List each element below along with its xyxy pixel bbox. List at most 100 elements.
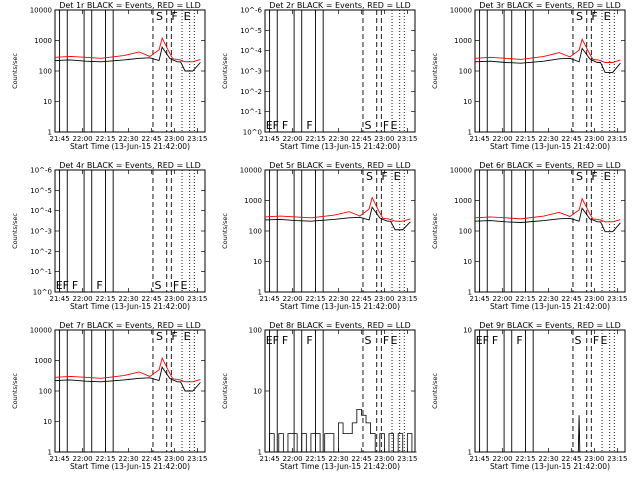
x-tick-label: 21:45 <box>469 135 489 143</box>
y-tick-label: 10^-5 <box>240 27 262 35</box>
marker-label: S <box>576 170 583 183</box>
y-tick-label: 100 <box>459 228 472 236</box>
x-tick-label: 23:00 <box>164 455 184 463</box>
y-tick-label: 10^-4 <box>30 207 52 215</box>
y-tick-label: 10000 <box>30 7 52 15</box>
marker-label: F <box>591 170 597 183</box>
y-tick-label: 10^-6 <box>30 167 52 175</box>
x-tick-label: 22:45 <box>141 455 161 463</box>
x-tick-label: 22:15 <box>515 295 535 303</box>
panel-frame <box>474 169 626 293</box>
panel-8: Det 8r BLACK = Events, RED = LLD Counts/s… <box>221 321 417 471</box>
x-tick-label: 22:15 <box>305 295 325 303</box>
y-tick-label: 10000 <box>240 167 262 175</box>
x-axis-label: Start Time (13-Jun-15 21:42:00) <box>280 462 400 471</box>
x-tick-label: 21:45 <box>469 455 489 463</box>
y-tick-label: 10^0 <box>33 289 52 297</box>
series-line <box>264 206 411 231</box>
marker-label: F <box>381 170 387 183</box>
x-axis-label: Start Time (13-Jun-15 21:42:00) <box>70 142 190 151</box>
x-tick-label: 22:30 <box>538 135 558 143</box>
x-axis-label: Start Time (13-Jun-15 21:42:00) <box>280 142 400 151</box>
x-tick-label: 22:30 <box>328 455 348 463</box>
marker-label: F <box>63 279 69 292</box>
panel-3: Det 3r BLACK = Events, RED = LLD Counts/s… <box>431 1 627 151</box>
marker-label: S <box>156 330 163 343</box>
x-tick-label: 22:00 <box>492 455 512 463</box>
y-tick-label: 10^-3 <box>30 228 52 236</box>
y-tick-label: 10 <box>463 327 472 335</box>
x-tick-label: 22:45 <box>351 135 371 143</box>
y-tick-label: 1 <box>258 449 262 457</box>
marker-label: F <box>483 334 489 347</box>
y-tick-label: 10 <box>43 98 52 106</box>
x-tick-label: 21:45 <box>259 295 279 303</box>
x-tick-label: 23:15 <box>187 295 207 303</box>
x-tick-label: 23:15 <box>607 455 627 463</box>
y-tick-label: 1 <box>258 289 262 297</box>
marker-label: E <box>184 10 191 23</box>
x-tick-label: 23:00 <box>584 135 604 143</box>
panel-title: Det 9r BLACK = Events, RED = LLD <box>479 321 621 330</box>
marker-label: E <box>601 334 608 347</box>
x-tick-label: 23:15 <box>607 135 627 143</box>
x-tick-label: 23:00 <box>584 295 604 303</box>
series-line <box>265 408 417 453</box>
y-tick-label: 10^-2 <box>240 88 262 96</box>
marker-label: F <box>306 334 312 347</box>
y-axis-label: Counts/sec <box>11 213 19 249</box>
marker-label: S <box>156 10 163 23</box>
marker-label: F <box>173 279 179 292</box>
series-line <box>264 196 411 222</box>
panel-5: Det 5r BLACK = Events, RED = LLD Counts/s… <box>221 161 417 311</box>
y-tick-label: 1 <box>48 449 52 457</box>
y-tick-label: 10 <box>43 418 52 426</box>
x-axis-label: Start Time (13-Jun-15 21:42:00) <box>490 462 610 471</box>
x-tick-label: 23:00 <box>164 135 184 143</box>
y-tick-label: 10^-6 <box>240 7 262 15</box>
y-tick-label: 1000 <box>34 357 52 365</box>
y-tick-label: 100 <box>39 388 52 396</box>
marker-label: F <box>282 119 288 132</box>
series-line <box>54 36 201 63</box>
x-tick-label: 22:15 <box>515 455 535 463</box>
y-tick-label: 1000 <box>454 197 472 205</box>
x-tick-label: 22:45 <box>561 455 581 463</box>
x-tick-label: 22:45 <box>561 135 581 143</box>
x-tick-label: 23:15 <box>397 455 417 463</box>
marker-label: E <box>266 119 273 132</box>
panel-frame <box>54 329 206 453</box>
marker-label: S <box>574 334 581 347</box>
x-axis-label: Start Time (13-Jun-15 21:42:00) <box>70 462 190 471</box>
marker-label: E <box>391 119 398 132</box>
panel-title: Det 6r BLACK = Events, RED = LLD <box>479 161 621 170</box>
x-axis-label: Start Time (13-Jun-15 21:42:00) <box>70 302 190 311</box>
marker-label: S <box>154 279 161 292</box>
x-tick-label: 22:30 <box>538 295 558 303</box>
y-tick-label: 100 <box>249 228 262 236</box>
x-axis-label: Start Time (13-Jun-15 21:42:00) <box>490 142 610 151</box>
marker-label: F <box>383 334 389 347</box>
x-tick-label: 22:00 <box>282 135 302 143</box>
marker-label: S <box>364 334 371 347</box>
panel-4: Det 4r BLACK = Events, RED = LLD Counts/s… <box>11 161 207 311</box>
y-tick-label: 10 <box>463 258 472 266</box>
marker-label: S <box>366 170 373 183</box>
panel-frame <box>264 9 416 133</box>
y-tick-label: 10000 <box>30 327 52 335</box>
y-axis-label: Counts/sec <box>431 373 439 409</box>
x-tick-label: 21:45 <box>49 455 69 463</box>
y-tick-label: 1 <box>468 129 472 137</box>
y-tick-label: 1000 <box>244 197 262 205</box>
panel-frame <box>264 169 416 293</box>
y-axis-label: Counts/sec <box>11 373 19 409</box>
marker-label: F <box>171 330 177 343</box>
x-tick-label: 22:15 <box>95 135 115 143</box>
x-tick-label: 22:45 <box>141 135 161 143</box>
panel-title: Det 1r BLACK = Events, RED = LLD <box>59 1 201 10</box>
x-tick-label: 23:00 <box>374 455 394 463</box>
y-tick-label: 1 <box>468 289 472 297</box>
marker-label: F <box>273 119 279 132</box>
marker-label: F <box>96 279 102 292</box>
series-line <box>577 415 581 453</box>
